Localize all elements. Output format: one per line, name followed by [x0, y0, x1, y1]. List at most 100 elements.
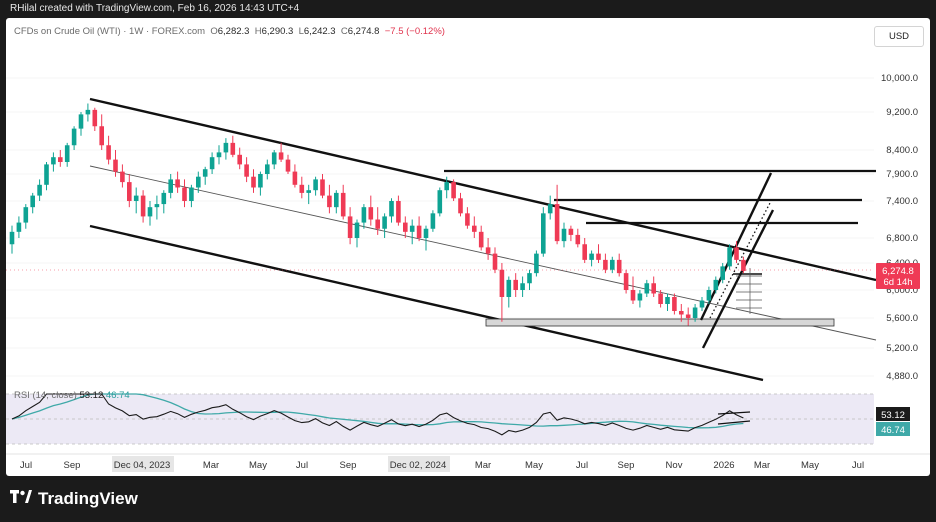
- candle-body: [575, 234, 581, 245]
- candle-body: [596, 253, 601, 260]
- candle-body: [154, 204, 160, 208]
- rsi-trend-line-1: [717, 411, 751, 415]
- candle-body: [623, 273, 629, 290]
- candle-body: [340, 192, 346, 217]
- candle-body: [271, 152, 277, 165]
- change-value: −7.5 (−0.12%): [384, 26, 445, 37]
- candle-body: [492, 253, 498, 270]
- time-tick-label: May: [249, 460, 267, 471]
- candle-body: [444, 182, 449, 191]
- symbol-name[interactable]: CFDs on Crude Oil (WTI) · 1W · FOREX.com: [14, 26, 206, 37]
- brand-name: TradingView: [38, 489, 138, 508]
- candle-body: [389, 201, 394, 217]
- candle-body: [630, 290, 636, 301]
- time-tick-label: Nov: [666, 460, 683, 471]
- rising-channel-right: [701, 209, 775, 349]
- support-zone: [485, 318, 835, 327]
- rsi-pane[interactable]: 53.12 46.74: [6, 393, 910, 445]
- candle-body: [499, 269, 505, 297]
- candle-body: [520, 283, 525, 290]
- candle-body: [327, 195, 332, 208]
- candle-body: [720, 266, 725, 280]
- time-tick-label: Jul: [576, 460, 588, 471]
- time-axis[interactable]: Jul Sep Dec 04, 2023 Mar May Jul Sep Dec 02, 20…: [20, 456, 864, 472]
- candle-body: [699, 300, 705, 308]
- time-tick-label: May: [801, 460, 819, 471]
- time-tick-label: 2026: [713, 460, 734, 471]
- candle-body: [458, 198, 463, 214]
- time-tick-label: Sep: [64, 460, 81, 471]
- candle-body: [292, 171, 298, 185]
- candle-body: [168, 179, 173, 193]
- candle-body: [672, 297, 677, 311]
- candle-body: [85, 109, 91, 115]
- candle-body: [713, 279, 719, 290]
- channel-lower-line: [89, 224, 764, 382]
- currency-button[interactable]: USD: [874, 26, 924, 47]
- candle-body: [451, 182, 456, 199]
- time-tick-label: Jul: [296, 460, 308, 471]
- candles-group: [9, 103, 746, 326]
- candle-body: [506, 279, 512, 297]
- time-tick-label: Sep: [340, 460, 357, 471]
- candle-body: [237, 154, 242, 165]
- candle-body: [9, 231, 15, 245]
- candle-body: [658, 293, 663, 304]
- candle-body: [16, 222, 22, 232]
- candle-body: [727, 247, 732, 267]
- candle-body: [92, 109, 98, 127]
- time-tick-label: Dec 02, 2024: [390, 460, 447, 471]
- candle-body: [734, 247, 739, 260]
- candle-body: [685, 314, 691, 318]
- rsi-ma-line: [11, 393, 744, 429]
- candle-body: [182, 187, 187, 201]
- price-tick-label: 6,800.0: [886, 233, 918, 244]
- candle-body: [251, 176, 256, 188]
- candle-body: [196, 176, 201, 188]
- candle-body: [285, 159, 291, 172]
- candle-body: [140, 195, 146, 217]
- candle-body: [265, 164, 270, 174]
- price-chart[interactable]: 10,000.0 9,200.0 8,400.0 7,900.0 7,400.0 6,80…: [6, 18, 930, 476]
- candle-body: [561, 228, 567, 242]
- candle-body: [692, 307, 698, 318]
- rsi-legend-ma: 46.74: [105, 390, 130, 401]
- candle-body: [37, 184, 42, 196]
- channel-mid-line: [89, 165, 877, 341]
- tradingview-logo-icon: [10, 489, 32, 509]
- candle-body: [278, 152, 284, 160]
- measure-ticks: [736, 268, 762, 314]
- candle-body: [437, 190, 443, 214]
- candle-body: [23, 207, 29, 223]
- candle-body: [44, 164, 49, 185]
- last-price-label: 6,274.8: [882, 266, 914, 277]
- high-label: H: [254, 26, 262, 37]
- price-axis[interactable]: 10,000.0 9,200.0 8,400.0 7,900.0 7,400.0 6,80…: [881, 73, 918, 382]
- symbol-info: CFDs on Crude Oil (WTI) · 1W · FOREX.com…: [14, 26, 445, 37]
- time-tick-label: Mar: [754, 460, 770, 471]
- rsi-legend-value: 53.12: [79, 390, 104, 401]
- candle-body: [306, 190, 311, 193]
- candle-body: [354, 222, 360, 238]
- price-tick-label: 5,200.0: [886, 343, 918, 354]
- time-tick-label: Dec 04, 2023: [114, 460, 171, 471]
- candle-body: [416, 225, 422, 238]
- tradingview-logo[interactable]: TradingView: [10, 489, 138, 509]
- candle-body: [375, 219, 380, 229]
- time-tick-label: Sep: [618, 460, 635, 471]
- candle-body: [30, 195, 35, 208]
- candle-body: [547, 204, 553, 214]
- candle-body: [78, 114, 84, 129]
- candle-body: [223, 142, 229, 153]
- candle-body: [127, 182, 132, 201]
- rsi-legend: RSI (14, close) 53.12 46.74: [14, 390, 130, 401]
- attribution-text: RHilal created with TradingView.com, Feb…: [10, 3, 300, 14]
- candle-body: [99, 126, 104, 146]
- candle-body: [347, 216, 353, 238]
- candle-body: [741, 259, 746, 271]
- time-tick-label: Mar: [203, 460, 219, 471]
- candle-body: [527, 273, 532, 284]
- time-tick-label: Jul: [852, 460, 864, 471]
- candle-body: [396, 201, 401, 223]
- close-value: 6,274.8: [347, 26, 380, 37]
